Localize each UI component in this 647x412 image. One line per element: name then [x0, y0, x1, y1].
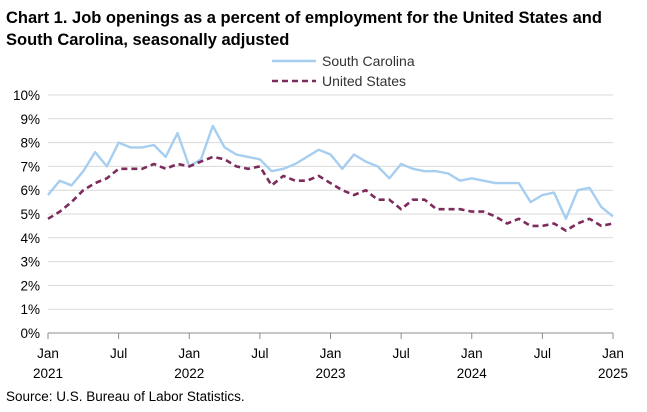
x-tick-label-month: Jul [251, 346, 268, 361]
x-tick-label-year: 2022 [174, 366, 204, 381]
x-tick-label-year: 2025 [598, 366, 628, 381]
x-tick-label-year: 2024 [457, 366, 488, 381]
series-line-united-states [47, 155, 614, 232]
grid-lines [48, 94, 613, 310]
series-lines [47, 124, 614, 232]
legend-label: South Carolina [322, 53, 415, 69]
y-tick-label: 3% [20, 255, 40, 270]
y-tick-label: 6% [20, 183, 40, 198]
y-tick-label: 2% [20, 278, 40, 293]
y-tick-label: 8% [20, 136, 40, 151]
series-line-south-carolina [47, 124, 614, 221]
y-tick-label: 1% [20, 302, 40, 317]
y-tick-label: 9% [20, 112, 40, 127]
x-tick-label-month: Jul [392, 346, 409, 361]
y-tick-label: 4% [20, 231, 40, 246]
x-tick-label-month: Jul [110, 346, 127, 361]
x-tick-label-month: Jan [178, 346, 200, 361]
x-tick-label-month: Jan [461, 346, 483, 361]
x-axis-ticks: Jan 2021 Jul Jan 2022 Jul Jan 2023 Jul Jan 2024 Jul… [33, 333, 628, 381]
y-tick-label: 10% [13, 88, 40, 103]
y-tick-label: 0% [20, 326, 40, 341]
x-tick-label-month: Jan [602, 346, 624, 361]
legend: South Carolina United States [272, 53, 415, 89]
x-tick-label-year: 2023 [315, 366, 345, 381]
x-tick-label-year: 2021 [33, 366, 63, 381]
x-tick-label-month: Jul [534, 346, 551, 361]
x-tick-label-month: Jan [37, 346, 59, 361]
y-tick-label: 5% [20, 207, 40, 222]
legend-label: United States [322, 73, 406, 89]
x-tick-label-month: Jan [320, 346, 342, 361]
y-axis-ticks: 0% 1% 2% 3% 4% 5% 6% 7% 8% 9% 10% [13, 88, 40, 341]
source-note: Source: U.S. Bureau of Labor Statistics. [6, 389, 245, 404]
y-tick-label: 7% [20, 159, 40, 174]
chart-title: Chart 1. Job openings as a percent of em… [6, 9, 602, 49]
